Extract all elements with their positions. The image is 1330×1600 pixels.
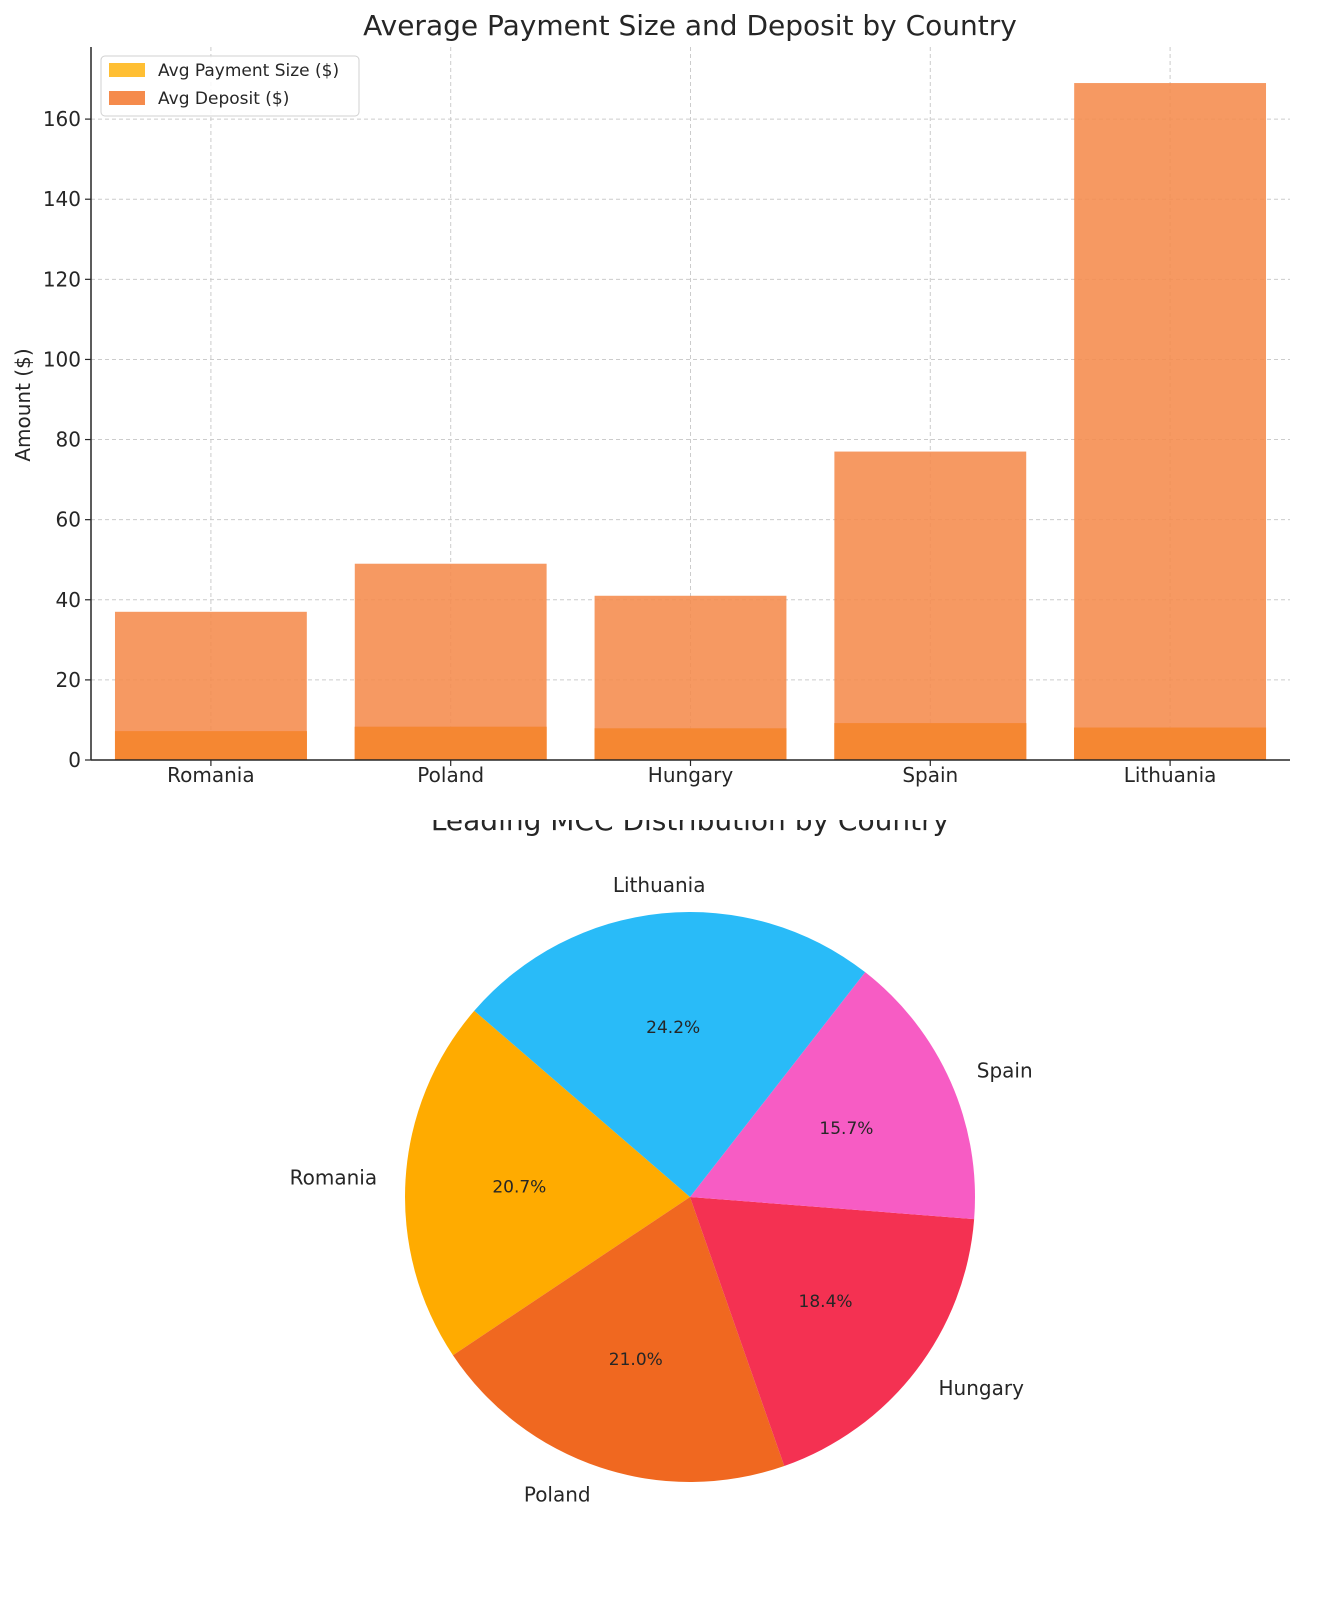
- pie-category-label: Lithuania: [613, 873, 706, 897]
- y-axis-label: Amount ($): [11, 348, 35, 461]
- bar-avg-deposit: [1074, 83, 1267, 761]
- x-tick-label: Poland: [417, 763, 484, 787]
- bar-avg-payment-overlay: [114, 731, 307, 760]
- bar-avg-payment-overlay: [354, 726, 547, 760]
- y-tick-label: 20: [56, 668, 81, 692]
- legend-label: Avg Payment Size ($): [158, 61, 339, 81]
- pie-slices: [405, 912, 976, 1482]
- bar-avg-payment-overlay: [594, 728, 787, 760]
- pie-category-label: Hungary: [939, 1376, 1025, 1400]
- pie-slice: [452, 1197, 785, 1482]
- pie-slice: [405, 1010, 690, 1356]
- pie-category-label: Romania: [290, 1166, 377, 1190]
- y-tick-label: 80: [56, 428, 81, 452]
- pie-slice: [690, 1197, 975, 1466]
- pie-category-label: Poland: [524, 1482, 591, 1506]
- pie-chart: Leading MCC Distribution by Country 20.7…: [290, 820, 1033, 1506]
- bars: [114, 83, 1267, 761]
- bar-avg-payment-overlay: [834, 723, 1027, 760]
- x-tick-label: Romania: [167, 763, 254, 787]
- pie-chart-title: Leading MCC Distribution by Country: [431, 820, 949, 837]
- y-tick-label: 120: [43, 267, 81, 291]
- pie-percent-label: 24.2%: [646, 1018, 700, 1038]
- pie-category-label: Spain: [977, 1058, 1033, 1082]
- legend-swatch: [109, 91, 145, 105]
- bar-avg-payment-overlay: [1074, 727, 1267, 760]
- y-tick-label: 160: [43, 107, 81, 131]
- legend: Avg Payment Size ($) Avg Deposit ($): [100, 55, 360, 117]
- x-tick-label: Hungary: [648, 763, 734, 787]
- y-tick-label: 0: [68, 748, 81, 772]
- x-tick-label: Lithuania: [1124, 763, 1217, 787]
- y-tick-label: 100: [43, 347, 81, 371]
- pie-slice: [690, 972, 976, 1220]
- legend-swatch: [109, 63, 145, 77]
- pie-percent-label: 15.7%: [819, 1119, 873, 1139]
- legend-label: Avg Deposit ($): [158, 89, 289, 109]
- legend-box: [100, 55, 360, 117]
- pie-percent-label: 20.7%: [492, 1177, 546, 1197]
- x-ticks: Romania Poland Hungary Spain Lithuania: [167, 760, 1216, 787]
- bar-avg-deposit: [834, 451, 1027, 760]
- bar-chart: Average Payment Size and Deposit by Coun…: [11, 9, 1290, 787]
- y-ticks: 0 20 40 60 80 100 120 140 160: [43, 107, 91, 772]
- y-tick-label: 140: [43, 187, 81, 211]
- pie-slice: [474, 912, 866, 1197]
- bar-chart-title: Average Payment Size and Deposit by Coun…: [363, 9, 1017, 42]
- x-tick-label: Spain: [902, 763, 958, 787]
- pie-labels: 20.7% Romania 21.0% Poland 18.4% Hungary 15.7%…: [290, 873, 1033, 1506]
- y-tick-label: 60: [56, 508, 81, 532]
- y-tick-label: 40: [56, 588, 81, 612]
- pie-percent-label: 21.0%: [609, 1350, 663, 1370]
- pie-percent-label: 18.4%: [799, 1292, 853, 1312]
